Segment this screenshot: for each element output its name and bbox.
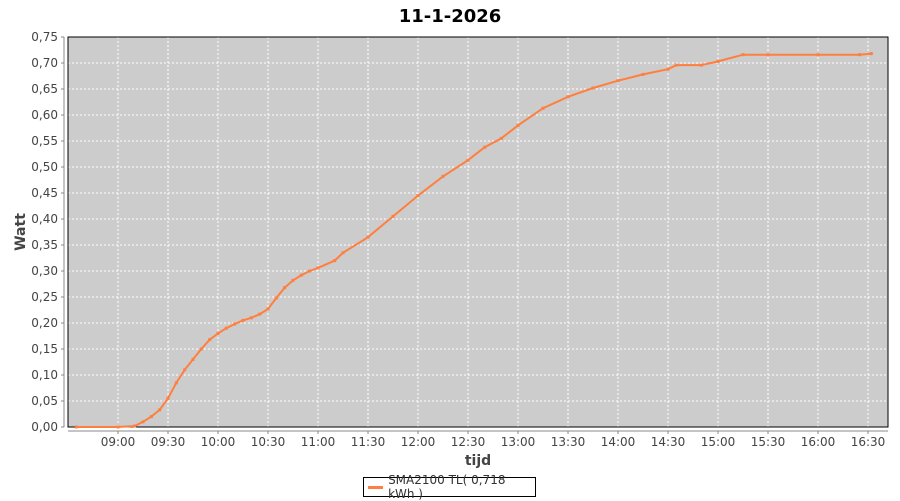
plot-border bbox=[67, 36, 889, 428]
data-point bbox=[133, 424, 137, 428]
data-point bbox=[674, 63, 678, 67]
x-tick-label: 13:00 bbox=[501, 435, 536, 449]
data-point bbox=[216, 331, 220, 335]
data-point bbox=[74, 425, 78, 429]
data-point bbox=[224, 326, 228, 330]
x-tick-label: 16:30 bbox=[851, 435, 886, 449]
x-tick-label: 11:30 bbox=[351, 435, 386, 449]
data-point bbox=[158, 408, 162, 412]
plot-area bbox=[68, 37, 888, 427]
data-point bbox=[299, 273, 303, 277]
data-point bbox=[869, 52, 873, 56]
legend-swatch bbox=[368, 485, 384, 489]
y-tick-label: 0,20 bbox=[31, 316, 58, 330]
data-point bbox=[199, 347, 203, 351]
data-point bbox=[541, 106, 545, 110]
x-tick-label: 14:30 bbox=[651, 435, 686, 449]
y-axis-label: Watt bbox=[13, 213, 29, 251]
data-point bbox=[291, 278, 295, 282]
x-tick-label: 11:00 bbox=[301, 435, 336, 449]
data-point bbox=[233, 322, 237, 326]
data-point bbox=[241, 318, 245, 322]
y-tick-label: 0,75 bbox=[31, 30, 58, 44]
y-tick-label: 0,35 bbox=[31, 238, 58, 252]
data-point bbox=[333, 259, 337, 263]
legend-label: SMA2100 TL( 0,718 kWh ) bbox=[388, 473, 506, 501]
data-point bbox=[341, 251, 345, 255]
x-axis-label: tijd bbox=[465, 453, 491, 469]
data-point bbox=[249, 316, 253, 320]
y-tick-label: 0,55 bbox=[31, 134, 58, 148]
x-tick-label: 12:30 bbox=[451, 435, 486, 449]
data-point bbox=[141, 420, 145, 424]
data-point bbox=[441, 174, 445, 178]
y-tick-label: 0,25 bbox=[31, 290, 58, 304]
x-tick-label: 13:30 bbox=[551, 435, 586, 449]
chart-title: 11-1-2026 bbox=[399, 6, 502, 27]
data-point bbox=[858, 53, 862, 57]
x-tick-label: 14:00 bbox=[601, 435, 636, 449]
y-tick-label: 0,40 bbox=[31, 212, 58, 226]
x-tick-label: 15:00 bbox=[701, 435, 736, 449]
y-tick-label: 0,10 bbox=[31, 368, 58, 382]
data-point bbox=[283, 286, 287, 290]
data-point bbox=[641, 72, 645, 76]
y-tick-label: 0,65 bbox=[31, 82, 58, 96]
x-tick-label: 09:30 bbox=[151, 435, 186, 449]
legend: SMA2100 TL( 0,718 kWh ) bbox=[363, 473, 536, 501]
data-point bbox=[699, 63, 703, 67]
data-point bbox=[741, 53, 745, 57]
x-tick-label: 15:30 bbox=[751, 435, 786, 449]
data-point bbox=[274, 296, 278, 300]
data-point bbox=[416, 194, 420, 198]
data-point bbox=[591, 86, 595, 90]
y-tick-label: 0,00 bbox=[31, 420, 58, 434]
data-point bbox=[483, 145, 487, 149]
data-point bbox=[766, 53, 770, 57]
x-tick-label: 09:00 bbox=[101, 435, 136, 449]
data-point bbox=[266, 307, 270, 311]
y-tick-label: 0,70 bbox=[31, 56, 58, 70]
data-point bbox=[566, 95, 570, 99]
data-point bbox=[366, 235, 370, 239]
data-point bbox=[391, 214, 395, 218]
data-point bbox=[174, 381, 178, 385]
data-point bbox=[466, 158, 470, 162]
data-point bbox=[149, 415, 153, 419]
data-point bbox=[166, 396, 170, 400]
data-point bbox=[516, 123, 520, 127]
data-point bbox=[316, 266, 320, 270]
data-point bbox=[208, 338, 212, 342]
data-point bbox=[258, 312, 262, 316]
data-point bbox=[183, 368, 187, 372]
x-tick-label: 12:00 bbox=[401, 435, 436, 449]
x-tick-label: 10:00 bbox=[201, 435, 236, 449]
data-point bbox=[499, 136, 503, 140]
data-point bbox=[816, 53, 820, 57]
data-point bbox=[616, 79, 620, 83]
y-tick-label: 0,50 bbox=[31, 160, 58, 174]
data-point bbox=[716, 59, 720, 63]
data-point bbox=[191, 357, 195, 361]
y-tick-label: 0,05 bbox=[31, 394, 58, 408]
data-point bbox=[308, 269, 312, 273]
y-tick-label: 0,45 bbox=[31, 186, 58, 200]
y-tick-label: 0,15 bbox=[31, 342, 58, 356]
data-point bbox=[666, 67, 670, 71]
x-tick-label: 10:30 bbox=[251, 435, 286, 449]
x-tick-label: 16:00 bbox=[801, 435, 836, 449]
y-tick-label: 0,60 bbox=[31, 108, 58, 122]
data-point bbox=[116, 425, 120, 429]
y-tick-label: 0,30 bbox=[31, 264, 58, 278]
